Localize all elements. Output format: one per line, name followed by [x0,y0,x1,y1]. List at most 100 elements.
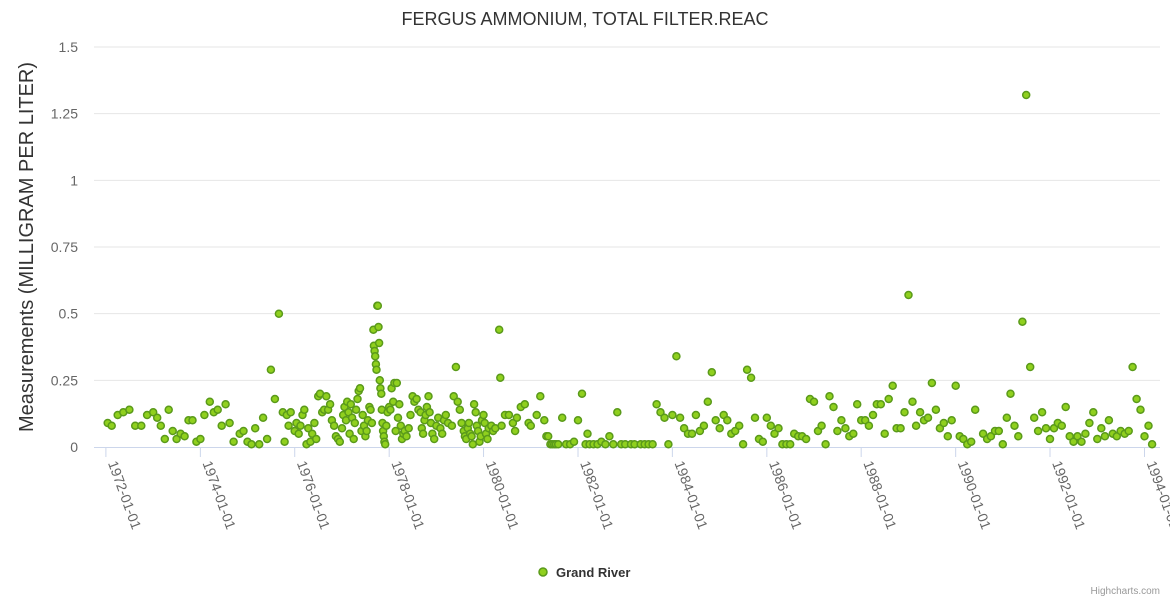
data-point[interactable] [372,365,381,374]
data-point[interactable] [351,405,361,414]
data-point[interactable] [833,426,842,436]
data-point[interactable] [809,397,819,406]
data-point[interactable] [927,378,937,388]
data-point[interactable] [825,392,834,401]
data-point[interactable] [884,394,893,404]
data-point[interactable] [711,416,720,425]
data-point[interactable] [1069,437,1078,446]
data-point[interactable] [424,392,433,401]
data-point[interactable] [284,421,293,430]
data-point[interactable] [468,440,478,449]
data-point[interactable] [520,400,530,409]
data-point[interactable] [868,410,878,420]
data-point[interactable] [707,368,717,377]
data-point[interactable] [734,421,744,430]
data-point[interactable] [970,405,980,414]
data-point[interactable] [896,424,905,433]
data-point[interactable] [156,421,166,430]
data-point[interactable] [366,405,375,414]
data-point[interactable] [374,322,383,332]
data-point[interactable] [280,437,289,446]
data-point[interactable] [1073,432,1082,441]
data-point[interactable] [652,400,661,409]
data-point[interactable] [512,413,522,422]
legend-marker-grand-river[interactable] [538,567,548,577]
data-point[interactable] [346,400,356,409]
data-point[interactable] [250,424,260,433]
data-point[interactable] [374,338,384,348]
data-point[interactable] [1018,317,1027,326]
data-point[interactable] [274,309,284,318]
data-point[interactable] [229,437,238,446]
data-point[interactable] [294,429,303,438]
data-point[interactable] [258,413,268,422]
data-point[interactable] [325,400,335,409]
data-point[interactable] [557,413,567,422]
data-point[interactable] [1085,418,1094,428]
data-point[interactable] [785,440,795,449]
data-point[interactable] [915,408,925,417]
data-point[interactable] [270,394,280,404]
data-point[interactable] [377,389,386,398]
data-point[interactable] [573,416,583,425]
data-point[interactable] [841,424,850,433]
data-point[interactable] [362,426,371,436]
data-point[interactable] [353,394,362,404]
data-point[interactable] [471,408,480,417]
data-point[interactable] [1104,416,1114,425]
data-point[interactable] [1045,434,1055,444]
data-point[interactable] [1093,434,1102,444]
data-point[interactable] [1144,421,1153,430]
data-point[interactable] [864,421,874,430]
data-point[interactable] [494,325,504,334]
data-point[interactable] [310,418,319,428]
data-point[interactable] [370,352,380,361]
data-point[interactable] [345,429,354,438]
data-point[interactable] [196,434,205,444]
data-point[interactable] [672,352,681,361]
data-point[interactable] [939,418,949,428]
data-point[interactable] [418,429,428,438]
data-point[interactable] [453,397,462,406]
data-point[interactable] [322,392,331,401]
data-point[interactable] [1002,413,1012,422]
data-point[interactable] [746,373,756,382]
data-point[interactable] [852,400,862,409]
data-point[interactable] [496,373,505,382]
data-point[interactable] [1077,437,1086,446]
data-point[interactable] [213,405,222,414]
data-point[interactable] [699,421,709,430]
data-point[interactable] [504,410,514,420]
data-point[interactable] [188,416,197,425]
data-point[interactable] [483,434,492,444]
data-point[interactable] [355,384,365,393]
data-point[interactable] [986,432,996,441]
data-point[interactable] [758,437,768,446]
data-point[interactable] [577,389,587,398]
data-point[interactable] [386,405,395,414]
data-point[interactable] [660,413,669,422]
data-point[interactable] [137,421,146,430]
data-point[interactable] [770,429,779,438]
data-point[interactable] [829,402,838,412]
data-point[interactable] [455,405,465,414]
data-point[interactable] [168,426,177,436]
data-point[interactable] [966,437,976,446]
data-point[interactable] [402,432,411,441]
data-point[interactable] [876,400,886,409]
data-point[interactable] [1100,432,1110,441]
data-point[interactable] [392,378,402,388]
data-point[interactable] [451,362,461,372]
data-point[interactable] [553,440,563,449]
data-point[interactable] [532,410,541,420]
data-point[interactable] [469,400,479,409]
data-point[interactable] [217,421,226,430]
data-point[interactable] [1128,362,1137,372]
data-point[interactable] [750,413,760,422]
data-point[interactable] [337,424,347,433]
data-point[interactable] [296,421,305,430]
data-point[interactable] [543,432,553,441]
data-point[interactable] [205,397,215,406]
data-point[interactable] [1021,90,1031,100]
data-point[interactable] [908,397,917,406]
